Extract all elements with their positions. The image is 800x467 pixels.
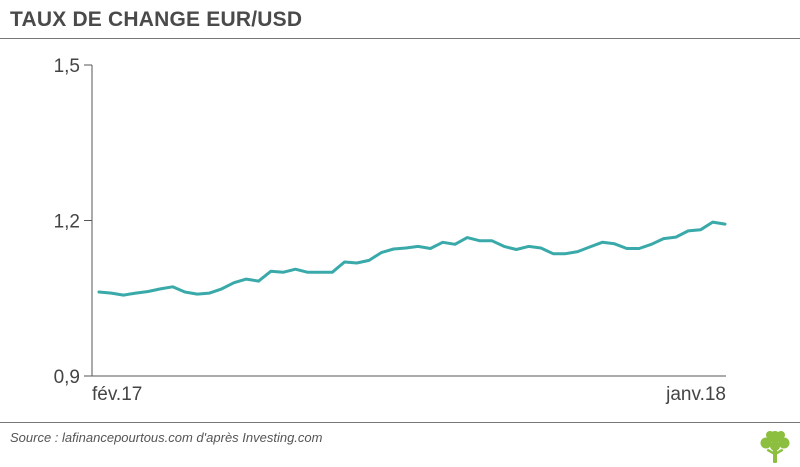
title-divider	[0, 38, 800, 39]
data-point	[490, 239, 493, 242]
data-point	[97, 290, 101, 294]
data-point	[122, 293, 125, 297]
data-point	[674, 235, 678, 239]
data-point	[331, 271, 334, 274]
data-point	[502, 245, 506, 248]
data-point	[539, 246, 543, 250]
data-point	[195, 292, 199, 296]
data-point	[245, 277, 248, 281]
footer-divider	[0, 422, 800, 423]
data-point	[515, 248, 518, 251]
data-point	[576, 250, 579, 253]
data-point	[134, 291, 138, 295]
line-chart: 1,5 1,2 0,9 fév.17 janv.18	[54, 56, 727, 405]
data-point	[699, 228, 702, 232]
data-point	[551, 252, 555, 255]
data-point	[478, 239, 481, 242]
series-layer	[97, 220, 727, 297]
data-point	[723, 222, 727, 226]
data-point	[588, 245, 592, 249]
data-point	[625, 247, 629, 250]
chart-title: TAUX DE CHANGE EUR/USD	[10, 8, 303, 31]
data-point	[171, 285, 174, 289]
data-point	[367, 259, 371, 262]
y-tick-label: 0,9	[54, 367, 80, 388]
data-point	[613, 242, 616, 246]
data-point	[380, 251, 383, 254]
data-point	[466, 236, 469, 239]
y-tick-label: 1,5	[54, 56, 80, 77]
data-point	[601, 241, 604, 244]
data-point	[232, 281, 236, 284]
data-point	[281, 271, 285, 274]
data-point	[650, 243, 653, 246]
data-point	[110, 291, 113, 295]
data-point	[392, 247, 395, 251]
x-tick-label: fév.17	[92, 384, 142, 405]
data-point	[306, 271, 309, 274]
data-point	[711, 220, 714, 224]
data-point	[183, 290, 187, 294]
data-point	[343, 260, 346, 264]
data-point	[146, 290, 150, 293]
data-point	[453, 243, 457, 246]
data-point	[527, 245, 530, 248]
data-point	[208, 291, 211, 295]
data-point	[441, 241, 444, 244]
data-point	[686, 229, 690, 233]
data-point	[637, 247, 641, 250]
tree-icon	[760, 431, 790, 463]
data-point	[429, 247, 432, 250]
data-point	[294, 268, 297, 271]
data-point	[404, 246, 408, 250]
data-point	[318, 271, 322, 274]
data-point	[564, 252, 567, 255]
data-point	[269, 270, 273, 273]
y-tick-label: 1,2	[54, 212, 80, 233]
tick-labels: 1,5 1,2 0,9 fév.17 janv.18	[54, 56, 726, 405]
data-point	[355, 261, 358, 265]
data-point	[662, 237, 665, 240]
x-tick-label: janv.18	[665, 384, 726, 405]
chart-axes	[91, 65, 726, 377]
data-point	[416, 245, 420, 248]
series-line	[97, 220, 727, 297]
data-point	[257, 279, 260, 283]
source-note: Source : lafinancepourtous.com d'après I…	[10, 430, 323, 445]
data-point	[220, 287, 223, 291]
data-point	[159, 287, 162, 291]
